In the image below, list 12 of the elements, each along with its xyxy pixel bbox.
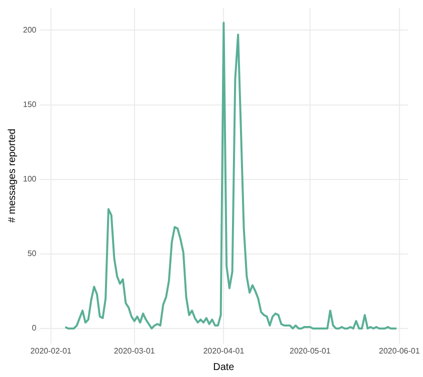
y-tick-label: 200: [22, 25, 37, 34]
y-tick-label: 150: [22, 100, 37, 109]
x-tick-label: 2020-05-01: [290, 346, 332, 356]
x-axis-title: Date: [213, 362, 235, 373]
y-tick-label: 50: [27, 249, 37, 258]
x-tick-label: 2020-04-01: [203, 346, 245, 356]
y-tick-label: 0: [32, 324, 37, 333]
x-tick-label: 2020-03-01: [114, 346, 156, 356]
y-axis-title: # messages reported: [6, 128, 18, 223]
y-tick-label: 100: [22, 174, 37, 184]
x-tick-label: 2020-02-01: [30, 346, 72, 356]
x-tick-label: 2020-06-01: [378, 346, 420, 356]
